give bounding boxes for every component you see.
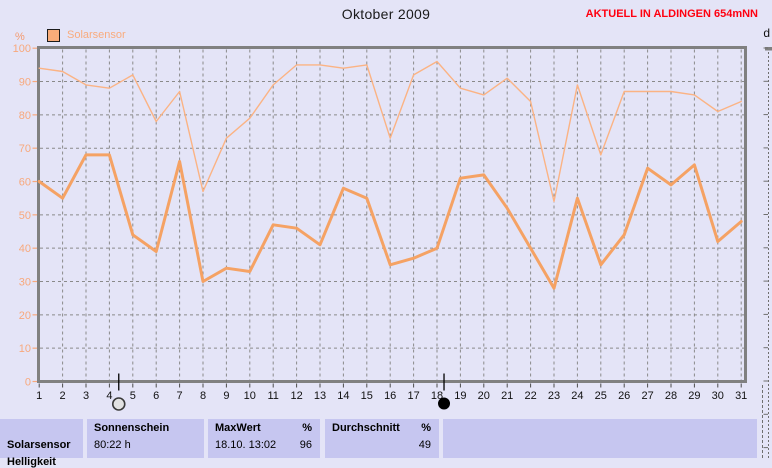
y-tick-label: 70 [19, 143, 31, 155]
x-tick-label: 30 [712, 390, 724, 402]
durchschnitt-header: Durchschnitt [332, 422, 400, 434]
x-tick-label: 23 [548, 390, 560, 402]
plot-frame [37, 46, 747, 383]
x-tick-label: 1 [36, 390, 42, 402]
y-tick-label: 50 [19, 210, 31, 222]
x-tick-label: 31 [735, 390, 747, 402]
x-tick-label: 26 [618, 390, 630, 402]
x-tick-label: 3 [83, 390, 89, 402]
solarsensor-tagesmittel-line [37, 153, 743, 290]
x-tick-label: 29 [688, 390, 700, 402]
x-tick-label: 12 [290, 390, 302, 402]
x-tick-label: 21 [501, 390, 513, 402]
table-cell-empty [443, 419, 757, 458]
y-tick-label: 100 [13, 43, 31, 55]
y-tick-label: 90 [19, 77, 31, 89]
x-tick-label: 4 [106, 390, 112, 402]
clipped-focus-marquee [762, 385, 772, 458]
page-title: Oktober 2009 [341, 6, 431, 22]
x-tick-label: 6 [153, 390, 159, 402]
y-tick-label: 30 [19, 277, 31, 289]
y-tick-label: 20 [19, 310, 31, 322]
legend-label: Solarsensor [67, 29, 126, 41]
solarsensor-tagesmaximum-line [38, 60, 742, 203]
legend-swatch-icon [47, 28, 60, 42]
x-tick-label: 15 [361, 390, 373, 402]
durchschnitt-unit: % [421, 422, 431, 434]
new-moon-icon [438, 397, 451, 410]
row-label-solarsensor: Solarsensor [7, 439, 71, 451]
station-status-label: AKTUELL IN ALDINGEN 654mNN [585, 8, 758, 20]
adjacent-panel-border-fragment [765, 47, 772, 51]
x-tick-label: 14 [337, 390, 349, 402]
maxwert-value: 96 [299, 439, 312, 451]
sonnenschein-value: 80:22 h [94, 439, 131, 451]
x-tick-label: 25 [595, 390, 607, 402]
durchschnitt-value: 49 [418, 439, 431, 451]
x-tick-label: 8 [200, 390, 206, 402]
chart-legend: Solarsensor [47, 28, 126, 42]
x-tick-label: 19 [454, 390, 466, 402]
y-axis-unit-label: % [15, 31, 25, 43]
x-tick-label: 2 [60, 390, 66, 402]
x-tick-label: 10 [244, 390, 256, 402]
x-tick-label: 9 [223, 390, 229, 402]
table-cell-sonnenschein: Sonnenschein 80:22 h [87, 419, 204, 458]
x-tick-label: 16 [384, 390, 396, 402]
maxwert-unit: % [302, 422, 312, 434]
y-tick-label: 10 [19, 343, 31, 355]
y-tick-label: 0 [25, 377, 31, 389]
table-cell-maxwert: MaxWert % 18.10. 13:02 96 [208, 419, 320, 458]
x-tick-label: 20 [478, 390, 490, 402]
y-tick-label: 80 [19, 110, 31, 122]
x-tick-label: 5 [130, 390, 136, 402]
x-tick-label: 22 [524, 390, 536, 402]
y-tick-label: 60 [19, 177, 31, 189]
clipped-adjacent-panel-label: d [763, 26, 770, 40]
full-moon-icon [111, 397, 126, 411]
sonnenschein-header: Sonnenschein [94, 422, 170, 434]
maxwert-datetime: 18.10. 13:02 [215, 439, 277, 451]
x-tick-label: 27 [641, 390, 653, 402]
x-tick-label: 28 [665, 390, 677, 402]
table-cell-row-labels: Solarsensor Helligkeit [0, 419, 83, 468]
x-tick-label: 17 [407, 390, 419, 402]
y-tick-label: 40 [19, 243, 31, 255]
x-tick-label: 7 [177, 390, 183, 402]
maxwert-header: MaxWert [215, 422, 261, 434]
x-tick-label: 24 [571, 390, 583, 402]
x-tick-label: 11 [267, 390, 278, 402]
table-cell-durchschnitt: Durchschnitt % 49 [325, 419, 439, 458]
x-tick-label: 13 [314, 390, 326, 402]
